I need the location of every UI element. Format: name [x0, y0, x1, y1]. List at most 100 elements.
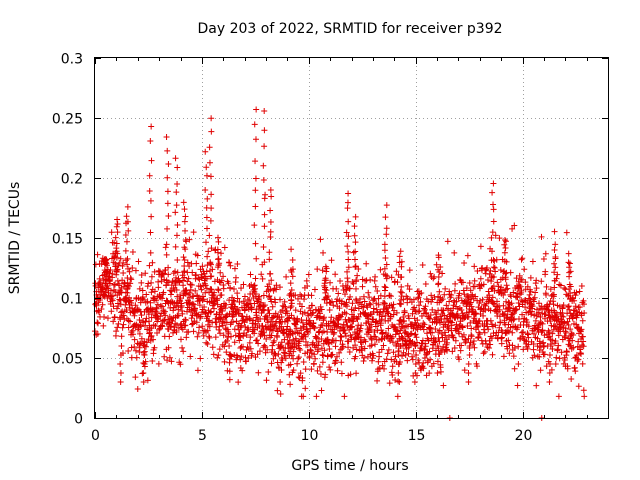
data-point [173, 328, 180, 335]
data-point [488, 278, 495, 285]
data-point [165, 161, 172, 168]
data-point [484, 277, 491, 284]
data-point [211, 289, 218, 296]
data-point [530, 346, 537, 353]
data-point [519, 311, 526, 318]
data-point [436, 327, 443, 334]
data-point [267, 187, 274, 194]
data-point [388, 274, 395, 281]
data-point [311, 351, 318, 358]
data-point [185, 328, 192, 335]
data-point [471, 283, 478, 290]
data-point [197, 283, 204, 290]
data-point [474, 363, 481, 370]
data-point [210, 305, 217, 312]
data-point [322, 371, 329, 378]
data-point [345, 264, 352, 271]
data-point [98, 306, 105, 313]
data-point [529, 258, 536, 265]
data-point [580, 301, 587, 308]
data-point [136, 316, 143, 323]
data-point [421, 321, 428, 328]
data-point [581, 309, 588, 316]
data-point [481, 329, 488, 336]
data-point [305, 312, 312, 319]
data-point [552, 314, 559, 321]
data-point [393, 268, 400, 275]
data-point [410, 296, 417, 303]
data-point [573, 314, 580, 321]
data-point [140, 379, 147, 385]
data-point [148, 279, 155, 286]
data-point [239, 367, 246, 374]
data-point [551, 269, 558, 276]
data-point [469, 292, 476, 299]
data-point [533, 285, 540, 292]
data-point [302, 385, 309, 392]
data-point [415, 294, 422, 301]
data-point [346, 349, 353, 356]
data-point [268, 193, 275, 200]
data-point [206, 159, 213, 166]
data-point [162, 312, 169, 319]
data-point [419, 337, 426, 344]
data-point [495, 283, 502, 290]
data-point [252, 136, 259, 143]
data-point [147, 197, 154, 204]
data-point [206, 334, 213, 341]
data-point [216, 323, 223, 330]
data-point [400, 317, 407, 324]
data-point [207, 173, 214, 180]
data-point [172, 243, 179, 250]
data-point [441, 291, 448, 298]
data-point [240, 281, 247, 288]
data-point [471, 277, 478, 284]
data-point [278, 367, 285, 373]
data-point [113, 267, 120, 274]
data-point [546, 379, 553, 385]
data-point [560, 302, 567, 309]
data-point [342, 291, 349, 298]
data-point [265, 306, 272, 313]
data-point [557, 282, 564, 289]
data-point [94, 319, 101, 326]
data-point [502, 286, 509, 293]
data-point [412, 331, 419, 338]
data-point [464, 323, 471, 330]
data-point [367, 276, 374, 283]
data-point [202, 282, 209, 289]
data-point [474, 335, 481, 342]
data-point [567, 290, 574, 297]
data-point [572, 303, 579, 310]
data-point [359, 283, 366, 290]
data-point [551, 247, 558, 254]
data-point [288, 286, 295, 293]
data-point [452, 280, 459, 287]
data-point [120, 321, 127, 328]
data-point [489, 351, 496, 358]
data-point [320, 328, 327, 335]
data-point [234, 261, 241, 268]
data-point [496, 306, 503, 313]
data-point [109, 292, 116, 299]
data-point [395, 378, 402, 385]
data-point [148, 157, 155, 164]
data-point [327, 366, 334, 373]
data-point [181, 268, 188, 275]
data-point [563, 229, 570, 236]
data-point [471, 263, 478, 270]
data-point [562, 329, 569, 336]
data-point [179, 310, 186, 317]
data-point [436, 269, 443, 276]
data-point [388, 293, 395, 300]
data-point [280, 349, 287, 356]
data-point [182, 316, 189, 323]
data-point [394, 279, 401, 286]
data-point [460, 331, 467, 338]
data-point [151, 268, 158, 275]
data-point [552, 264, 559, 271]
data-point [274, 328, 281, 335]
data-point [559, 305, 566, 312]
data-point [251, 222, 258, 229]
data-point [411, 304, 418, 311]
